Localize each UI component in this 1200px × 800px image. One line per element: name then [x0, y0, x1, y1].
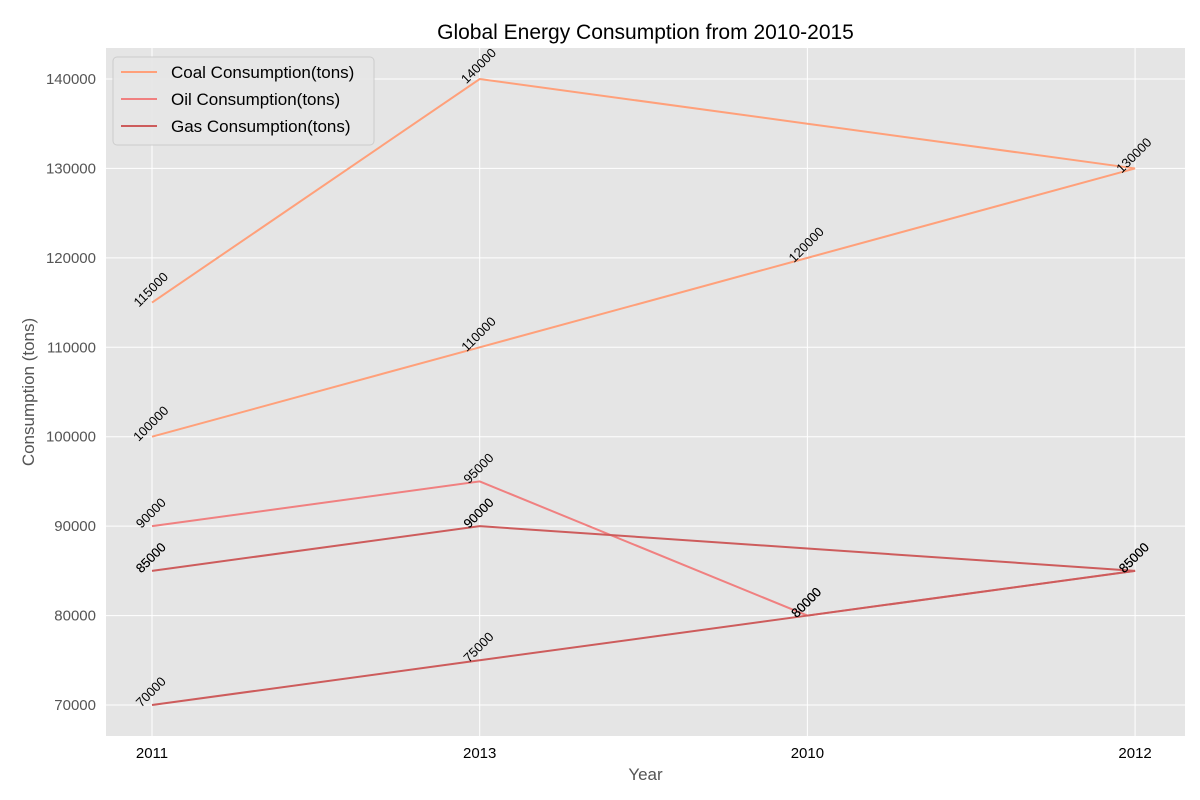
y-tick-label: 120000 — [46, 250, 96, 267]
y-axis-ticks: 70000 80000 90000 100000 110000 120000 130000 1… — [46, 71, 96, 714]
series-line — [151, 77, 1136, 304]
y-tick-label: 80000 — [54, 608, 96, 625]
y-axis-label: Consumption (tons) — [19, 318, 38, 466]
legend-entry: Gas Consumption(tons) — [171, 117, 351, 136]
y-tick-label: 90000 — [54, 518, 96, 535]
legend-box — [112, 56, 375, 146]
x-tick-label: 2010 — [791, 745, 824, 762]
plot-area — [106, 48, 1185, 736]
series-line — [151, 569, 1136, 706]
y-tick-label: 140000 — [46, 71, 96, 88]
gridlines — [106, 48, 1185, 736]
legend-entry: Coal Consumption(tons) — [171, 63, 354, 82]
x-axis-label: Year — [628, 765, 663, 784]
series-lines — [151, 77, 1136, 706]
y-tick-label: 70000 — [54, 697, 96, 714]
x-axis-ticks: 2011 2013 2010 2012 — [136, 745, 1152, 762]
legend: Coal Consumption(tons) Oil Consumption(to… — [112, 56, 375, 146]
x-tick-label: 2011 — [136, 745, 168, 762]
chart-title: Global Energy Consumption from 2010-2015 — [437, 21, 854, 44]
y-tick-label: 130000 — [46, 160, 96, 177]
legend-entry: Oil Consumption(tons) — [171, 90, 340, 109]
x-tick-label: 2012 — [1118, 745, 1151, 762]
series-line — [151, 525, 1136, 572]
y-tick-label: 100000 — [46, 429, 96, 446]
y-tick-label: 110000 — [47, 339, 96, 356]
series-line — [151, 167, 1136, 438]
x-tick-label: 2013 — [463, 745, 496, 762]
